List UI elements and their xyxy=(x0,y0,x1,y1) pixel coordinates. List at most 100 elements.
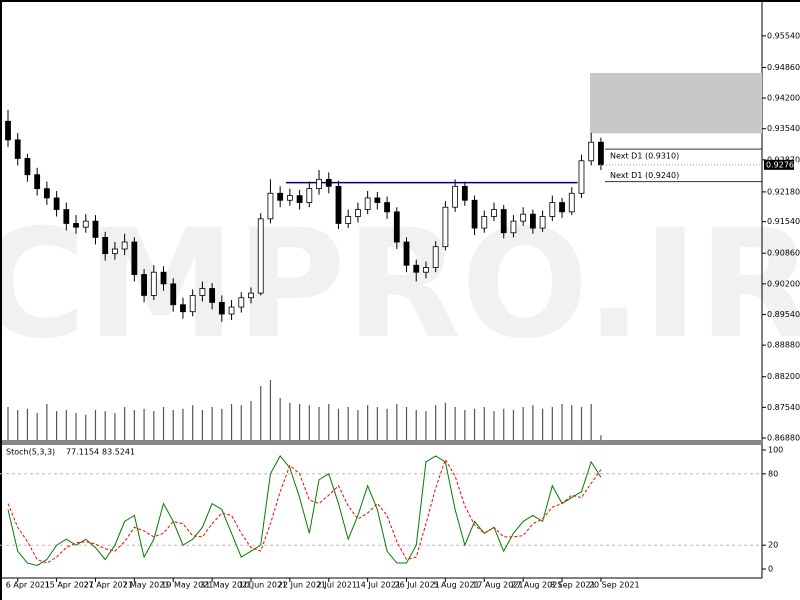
candle-body xyxy=(218,302,225,315)
candle-body xyxy=(82,220,89,228)
candle-body xyxy=(73,223,79,228)
frame xyxy=(0,0,800,2)
candle-body xyxy=(500,209,507,234)
stoch-line xyxy=(7,458,602,564)
y-tick-label: 0.95540 xyxy=(767,31,800,40)
x-tick-label: 5 Aug 2021 xyxy=(433,581,479,590)
candle-body xyxy=(316,178,322,190)
x-tick-label: 20 Sep 2021 xyxy=(589,581,640,590)
candle-body xyxy=(306,188,313,203)
y-tick-label: 0.90860 xyxy=(767,249,800,258)
x-tick-label: 19 May 2021 xyxy=(161,581,213,590)
candle-body xyxy=(228,306,235,315)
candle-body xyxy=(374,197,381,203)
x-tick-label: 17 Aug 2021 xyxy=(472,581,523,590)
candle-body xyxy=(393,211,400,243)
candle-body xyxy=(121,241,128,250)
candle-body xyxy=(257,218,264,294)
x-tick-label: 31 May 2021 xyxy=(200,581,252,590)
price-tag xyxy=(764,159,794,170)
candle-body xyxy=(559,202,565,213)
candle-body xyxy=(160,271,167,285)
candle-body xyxy=(481,216,488,229)
candle-body xyxy=(180,304,186,313)
candle-body xyxy=(588,141,595,162)
candle-body xyxy=(539,216,546,229)
x-tick-label: 14 Jul 2021 xyxy=(356,581,401,590)
candle-body xyxy=(549,202,556,217)
candle-body xyxy=(102,236,109,255)
candle-body xyxy=(141,274,147,296)
candle-body xyxy=(5,120,11,141)
x-tick-label: 26 Jul 2021 xyxy=(395,581,440,590)
y-tick-label: 0.93540 xyxy=(767,124,800,133)
candle-body xyxy=(423,267,429,273)
y-tick-label: 100 xyxy=(768,446,783,455)
candle-body xyxy=(520,213,527,222)
y-tick-label: 0.88880 xyxy=(767,341,800,350)
candle-body xyxy=(170,283,177,306)
candle-body xyxy=(277,192,284,201)
candle-body xyxy=(53,197,60,210)
x-tick-label: 8 Sep 2021 xyxy=(550,581,596,590)
stoch-line xyxy=(7,455,602,566)
x-tick-label: 27 Apr 2021 xyxy=(83,581,132,590)
indicator-title: Stoch(5,3,3) xyxy=(6,448,55,457)
candle-body xyxy=(63,209,70,224)
y-tick-label: 0.92180 xyxy=(767,187,800,196)
candle-body xyxy=(112,248,118,255)
candle-body xyxy=(335,185,342,224)
candle-body xyxy=(384,202,390,213)
x-tick-label: 27 Aug 2021 xyxy=(511,581,562,590)
candle-body xyxy=(238,297,245,308)
candle-body xyxy=(199,288,206,296)
candle-body xyxy=(529,213,536,229)
price-tag-label: 0.92763 xyxy=(766,160,799,169)
candle-body xyxy=(355,209,361,217)
candle-body xyxy=(432,246,439,268)
panel-separator xyxy=(0,440,762,445)
candle-body xyxy=(92,220,99,238)
x-tick-label: 22 Jun 2021 xyxy=(278,581,326,590)
y-tick-label: 0.89540 xyxy=(767,310,800,319)
candle-body xyxy=(267,192,274,220)
candle-body xyxy=(568,192,575,213)
candle-body xyxy=(403,241,410,266)
candle-body xyxy=(452,185,459,208)
target-zone xyxy=(590,73,762,134)
y-tick-label: 0.86880 xyxy=(767,434,800,443)
candle-body xyxy=(150,271,157,296)
candle-body xyxy=(442,206,449,248)
candle-body xyxy=(209,288,216,303)
indicator-value: 83.5241 xyxy=(102,448,135,457)
y-tick-label: 0.87540 xyxy=(767,403,800,412)
x-tick-label: 15 Apr 2021 xyxy=(45,581,94,590)
candle-body xyxy=(598,141,604,166)
frame xyxy=(0,0,2,600)
x-tick-label: 7 May 2021 xyxy=(122,581,169,590)
y-tick-label: 0.90200 xyxy=(767,279,800,288)
candle-body xyxy=(131,241,138,275)
indicator-value: 77.1154 xyxy=(66,448,99,457)
candle-body xyxy=(43,188,50,199)
candle-body xyxy=(14,139,21,159)
y-tick-label: 0.91540 xyxy=(767,217,800,226)
y-tick-label: 0.88200 xyxy=(767,372,800,381)
candle-body xyxy=(461,185,468,201)
candle-body xyxy=(325,178,332,187)
x-tick-label: 2 Jul 2021 xyxy=(317,581,357,590)
candle-body xyxy=(24,158,31,176)
watermark: CMPRO.IR xyxy=(0,198,800,372)
candle-body xyxy=(286,195,293,201)
candle-body xyxy=(510,220,517,234)
y-tick-label: 0.94200 xyxy=(767,94,800,103)
candle-body xyxy=(364,197,371,210)
y-tick-label: 80 xyxy=(768,469,778,478)
candle-body xyxy=(471,199,478,229)
candle-body xyxy=(248,292,254,299)
y-tick-label: 20 xyxy=(768,541,778,550)
x-tick-label: 6 Apr 2021 xyxy=(6,581,50,590)
candle-body xyxy=(491,209,497,217)
